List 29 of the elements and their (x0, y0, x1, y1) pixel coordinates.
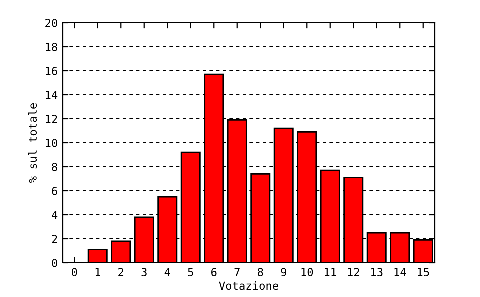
x-tick-label: 0 (72, 268, 78, 277)
x-tick-label: 1 (96, 268, 100, 276)
x-tick-label: 4 (164, 268, 170, 276)
y-tick-label: 8 (52, 163, 58, 172)
y-tick-label: 12 (46, 115, 58, 124)
y-tick-label: 6 (52, 187, 58, 196)
y-tick-label: 20 (46, 19, 58, 28)
x-tick-label: 7 (234, 268, 240, 276)
y-tick-label: 14 (46, 91, 58, 100)
x-tick-label: 2 (118, 268, 124, 276)
x-tick-label: 14 (394, 268, 406, 276)
y-tick-label: 0 (52, 259, 58, 268)
x-tick-label: 3 (142, 268, 147, 277)
x-tick-label: 15 (418, 268, 430, 277)
x-tick-label: 13 (372, 268, 383, 277)
y-tick-label: 18 (46, 43, 58, 52)
y-tick-label: 16 (46, 67, 58, 76)
y-tick-label: 4 (52, 211, 58, 220)
x-tick-label: 12 (348, 268, 360, 276)
x-tick-label: 10 (302, 268, 314, 277)
x-tick-label: 6 (212, 268, 217, 277)
x-tick-label: 8 (258, 268, 264, 277)
x-tick-label: 5 (188, 268, 194, 277)
x-tick-label: 11 (325, 268, 336, 276)
x-axis-title: Votazione (219, 282, 278, 290)
y-tick-label: 10 (46, 139, 58, 148)
x-tick-label: 9 (281, 268, 286, 277)
y-axis-title: % sul totale (28, 104, 38, 183)
y-tick-label: 2 (52, 235, 58, 244)
